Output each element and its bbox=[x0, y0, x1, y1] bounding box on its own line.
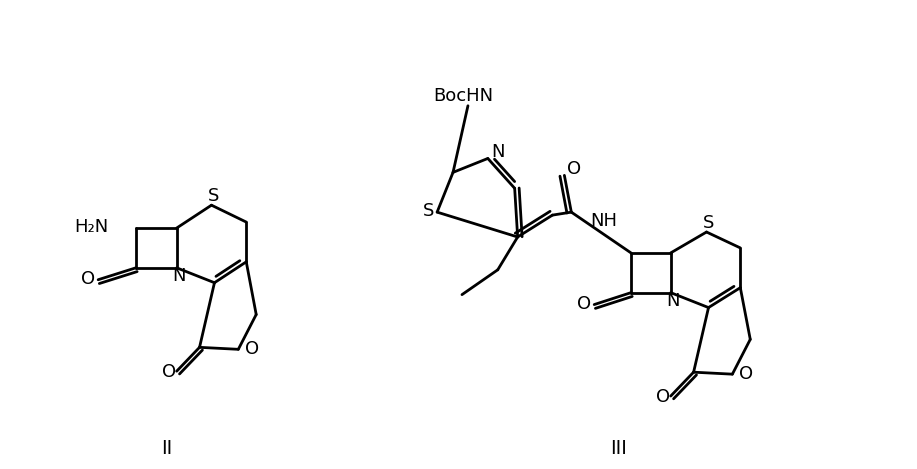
Text: S: S bbox=[702, 214, 714, 232]
Text: O: O bbox=[577, 295, 591, 312]
Text: O: O bbox=[81, 270, 95, 288]
Text: O: O bbox=[161, 363, 176, 381]
Text: N: N bbox=[171, 267, 185, 285]
Text: N: N bbox=[491, 144, 504, 161]
Text: O: O bbox=[739, 365, 754, 383]
Text: N: N bbox=[666, 292, 679, 310]
Text: III: III bbox=[611, 439, 627, 458]
Text: O: O bbox=[568, 160, 581, 178]
Text: BocHN: BocHN bbox=[433, 87, 493, 105]
Text: S: S bbox=[208, 187, 219, 205]
Text: S: S bbox=[423, 202, 434, 220]
Text: NH: NH bbox=[591, 212, 618, 230]
Text: O: O bbox=[245, 340, 260, 358]
Text: O: O bbox=[656, 388, 669, 406]
Text: H₂N: H₂N bbox=[74, 218, 108, 236]
Text: II: II bbox=[161, 439, 172, 458]
